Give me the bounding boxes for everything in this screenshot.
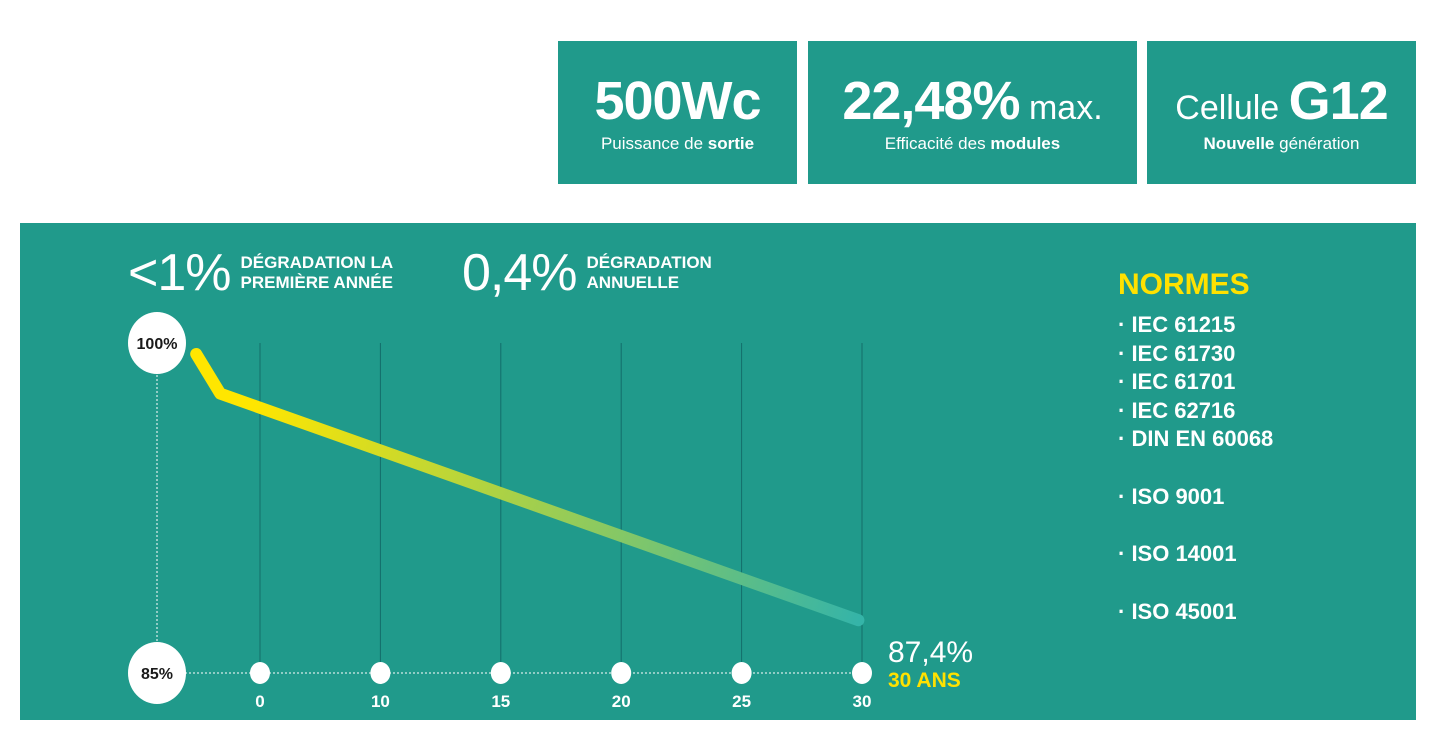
y-tick-label: 85% — [141, 666, 173, 683]
x-tick-marker — [611, 662, 632, 684]
efficiency-suffix: max. — [1019, 89, 1103, 127]
norme-item: · ISO 14001 — [1118, 541, 1237, 566]
card-power: 500Wc Puissance de sortie — [558, 41, 797, 184]
x-tick-marker — [490, 662, 511, 684]
cell-value: Cellule G12 — [1147, 71, 1416, 138]
x-tick-marker — [250, 662, 270, 684]
norme-item: · IEC 61215 — [1118, 312, 1236, 337]
x-tick-marker — [852, 662, 872, 684]
end-annotation: 87,4% 30 ANS — [888, 637, 973, 693]
annual-degradation: 0,4% DÉGRADATION ANNUELLE — [462, 245, 712, 301]
power-caption: Puissance de sortie — [558, 134, 797, 154]
stat-label: DÉGRADATION ANNUELLE — [587, 253, 712, 293]
power-value: 500Wc — [594, 71, 761, 131]
x-tick-label: 30 — [853, 692, 872, 711]
efficiency-value: 22,48% max. — [808, 71, 1137, 138]
end-value: 87,4% — [888, 636, 974, 669]
stat-label: DÉGRADATION LA PREMIÈRE ANNÉE — [241, 253, 394, 293]
x-tick-label: 20 — [612, 692, 631, 711]
stat-label-line: ANNUELLE — [586, 273, 680, 292]
stat-value: <1% — [128, 244, 232, 302]
card-efficiency: 22,48% max. Efficacité des modules — [808, 41, 1137, 184]
degradation-panel: <1% DÉGRADATION LA PREMIÈRE ANNÉE 0,4% DÉ… — [20, 223, 1416, 720]
series-line — [190, 348, 865, 627]
cell-type: G12 — [1288, 71, 1389, 131]
x-tick-marker — [731, 662, 752, 684]
x-tick-label: 0 — [255, 692, 264, 711]
cell-caption: Nouvelle génération — [1147, 134, 1416, 154]
caption-bold: Nouvelle — [1203, 134, 1275, 153]
card-cell: Cellule G12 Nouvelle génération — [1147, 41, 1416, 184]
normes-title: NORMES — [1118, 268, 1250, 301]
normes-list: NORMES · IEC 61215 · IEC 61730 · IEC 617… — [1118, 267, 1273, 626]
stat-value: 0,4% — [462, 244, 578, 302]
caption-bold: sortie — [707, 134, 755, 153]
stat-label-line: PREMIÈRE ANNÉE — [240, 273, 393, 292]
y-tick-label: 100% — [137, 336, 178, 353]
cell-prefix: Cellule — [1175, 89, 1289, 127]
x-tick-label: 25 — [732, 692, 751, 711]
norme-item: · ISO 45001 — [1118, 598, 1237, 624]
norme-item: · IEC 61730 — [1118, 340, 1236, 366]
first-year-degradation: <1% DÉGRADATION LA PREMIÈRE ANNÉE — [128, 245, 393, 301]
caption-text: génération — [1274, 134, 1360, 153]
norme-item: · IEC 62716 — [1118, 397, 1236, 423]
caption-text: Efficacité des — [884, 134, 991, 153]
y-tick-marker — [128, 642, 186, 704]
x-tick-label: 15 — [491, 692, 510, 711]
end-years: 30 ANS — [888, 669, 961, 692]
norme-item: · ISO 9001 — [1118, 483, 1225, 509]
x-tick-label: 10 — [371, 692, 390, 711]
caption-text: Puissance de — [600, 134, 708, 153]
x-tick-marker — [370, 662, 391, 684]
stat-label-line: DÉGRADATION — [586, 253, 712, 272]
norme-item: · DIN EN 60068 — [1118, 426, 1274, 451]
norme-item: · IEC 61701 — [1118, 369, 1236, 394]
efficiency-caption: Efficacité des modules — [808, 134, 1137, 154]
efficiency-number: 22,48% — [842, 71, 1020, 131]
y-tick-marker — [128, 312, 186, 374]
stat-label-line: DÉGRADATION LA — [240, 253, 394, 272]
caption-bold: modules — [990, 134, 1061, 153]
